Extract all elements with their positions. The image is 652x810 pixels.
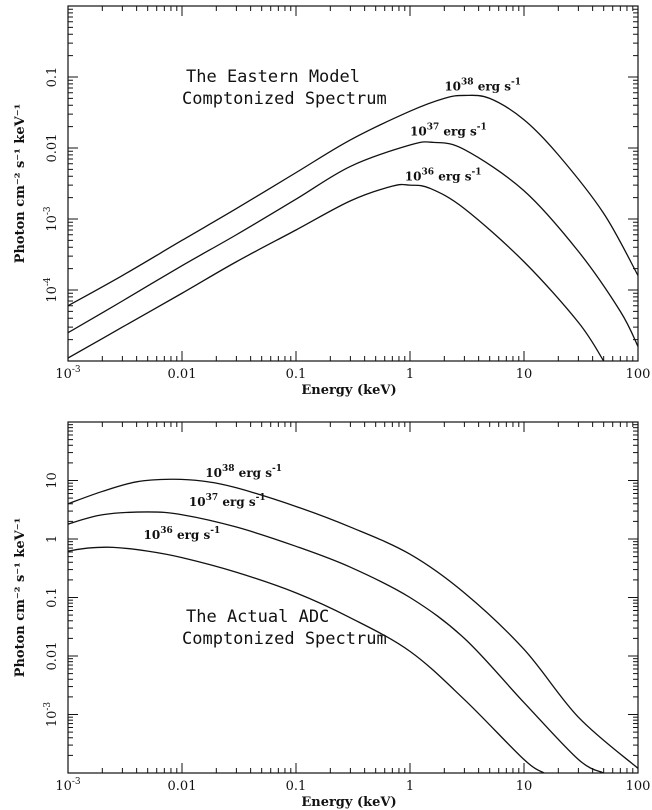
y-tick-label: 0.01 (45, 134, 60, 163)
x-tick-label: 0.1 (286, 367, 307, 382)
plot-frame (67, 5, 639, 362)
series-label-37: 1037 erg s-1 (189, 493, 266, 509)
series-line-38 (68, 478, 638, 769)
x-tick-label: 100 (626, 367, 651, 382)
series-label-37: 1037 erg s-1 (410, 122, 487, 138)
chart-annotation-line: The Actual ADC (186, 607, 329, 627)
series-label-36: 1036 erg s-1 (144, 526, 221, 542)
series-line-38 (68, 94, 638, 307)
x-tick-label: 10 (516, 367, 533, 382)
chart-annotation-line: Comptonized Spectrum (182, 89, 387, 109)
y-axis-title: Photon cm⁻² s⁻¹ keV⁻¹ (13, 104, 28, 264)
chart-panel-bottom: 10-3 0.01 0.1 1 10 100 10 1 0.1 0.01 10-3 Energy (k… (13, 421, 651, 810)
y-tick-label: 1 (45, 535, 60, 543)
y-tick-label: 0.1 (45, 67, 60, 88)
chart-annotation-line: Comptonized Spectrum (182, 629, 387, 649)
chart-annotation-line: The Eastern Model (186, 67, 360, 87)
series-line-36 (68, 183, 605, 361)
y-tick-label: 0.1 (45, 587, 60, 608)
series-label-38: 1038 erg s-1 (444, 77, 521, 93)
x-tick-label: 10 (516, 779, 533, 794)
x-tick-label: 10-3 (55, 365, 81, 382)
x-axis-title: Energy (keV) (301, 383, 396, 398)
x-tick-label: 0.1 (286, 779, 307, 794)
x-tick-label: 0.01 (168, 367, 197, 382)
y-tick-label: 10-3 (43, 206, 60, 232)
x-tick-label: 10-3 (55, 777, 81, 794)
y-axis-title: Photon cm⁻² s⁻¹ keV⁻¹ (13, 518, 28, 678)
y-tick-label: 10-4 (43, 277, 60, 303)
series-label-36: 1036 erg s-1 (405, 167, 482, 183)
x-tick-label: 1 (406, 367, 414, 382)
plot-frame (67, 421, 639, 774)
x-tick-label: 0.01 (168, 779, 197, 794)
y-tick-label: 10 (45, 472, 60, 489)
y-tick-label: 0.01 (45, 642, 60, 671)
chart-panel-top: 10-3 0.01 0.1 1 10 100 0.1 0.01 10-3 10-4 Energy (… (13, 5, 651, 398)
x-axis-title: Energy (keV) (301, 795, 396, 810)
series-label-38: 1038 erg s-1 (205, 464, 282, 480)
x-tick-label: 1 (406, 779, 414, 794)
y-tick-label: 10-3 (43, 702, 60, 728)
x-tick-label: 100 (626, 779, 651, 794)
series-line-37 (68, 141, 638, 347)
series-line-37 (68, 511, 604, 773)
series-line-36 (68, 546, 545, 773)
